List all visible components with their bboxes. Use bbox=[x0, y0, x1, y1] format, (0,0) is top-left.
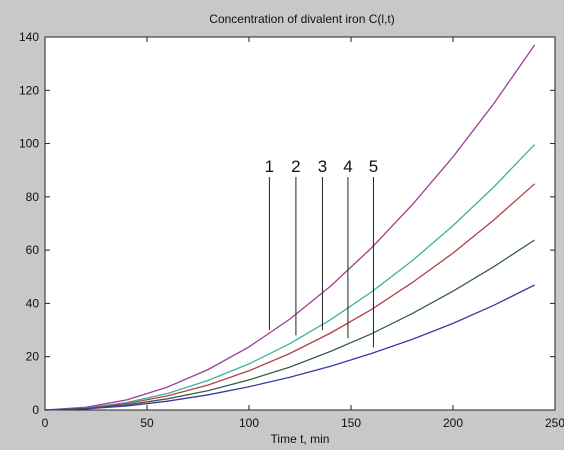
x-tick-label: 100 bbox=[239, 416, 259, 430]
chart-title: Concentration of divalent iron C(l,t) bbox=[209, 12, 394, 26]
series-line-2 bbox=[44, 144, 536, 411]
y-tick-label: 140 bbox=[19, 30, 39, 44]
series-layer bbox=[44, 44, 536, 411]
y-tick-label: 20 bbox=[26, 350, 40, 364]
y-tick-label: 120 bbox=[19, 83, 39, 97]
series-line-5 bbox=[44, 284, 535, 411]
callout-label-4: 4 bbox=[343, 157, 352, 176]
series-line-1 bbox=[44, 44, 536, 411]
y-tick-label: 40 bbox=[26, 296, 40, 310]
y-tick-label: 80 bbox=[26, 190, 40, 204]
callout-label-3: 3 bbox=[318, 157, 327, 176]
x-axis: 0 50 100 150 200 250 bbox=[42, 37, 564, 430]
callout-label-1: 1 bbox=[265, 157, 274, 176]
callout-label-2: 2 bbox=[291, 157, 300, 176]
x-axis-label: Time t, min bbox=[271, 432, 330, 446]
x-tick-label: 0 bbox=[42, 416, 49, 430]
series-line-4 bbox=[44, 239, 535, 411]
y-axis: 0 20 40 60 80 100 120 140 bbox=[19, 30, 555, 417]
y-tick-label: 0 bbox=[32, 403, 39, 417]
x-tick-label: 200 bbox=[443, 416, 463, 430]
callout-label-5: 5 bbox=[369, 157, 378, 176]
y-tick-label: 60 bbox=[26, 243, 40, 257]
x-tick-label: 150 bbox=[341, 416, 361, 430]
series-line-3 bbox=[44, 183, 536, 411]
plot-area bbox=[44, 36, 556, 411]
x-tick-label: 250 bbox=[545, 416, 564, 430]
y-tick-label: 100 bbox=[19, 137, 39, 151]
x-tick-label: 50 bbox=[140, 416, 154, 430]
